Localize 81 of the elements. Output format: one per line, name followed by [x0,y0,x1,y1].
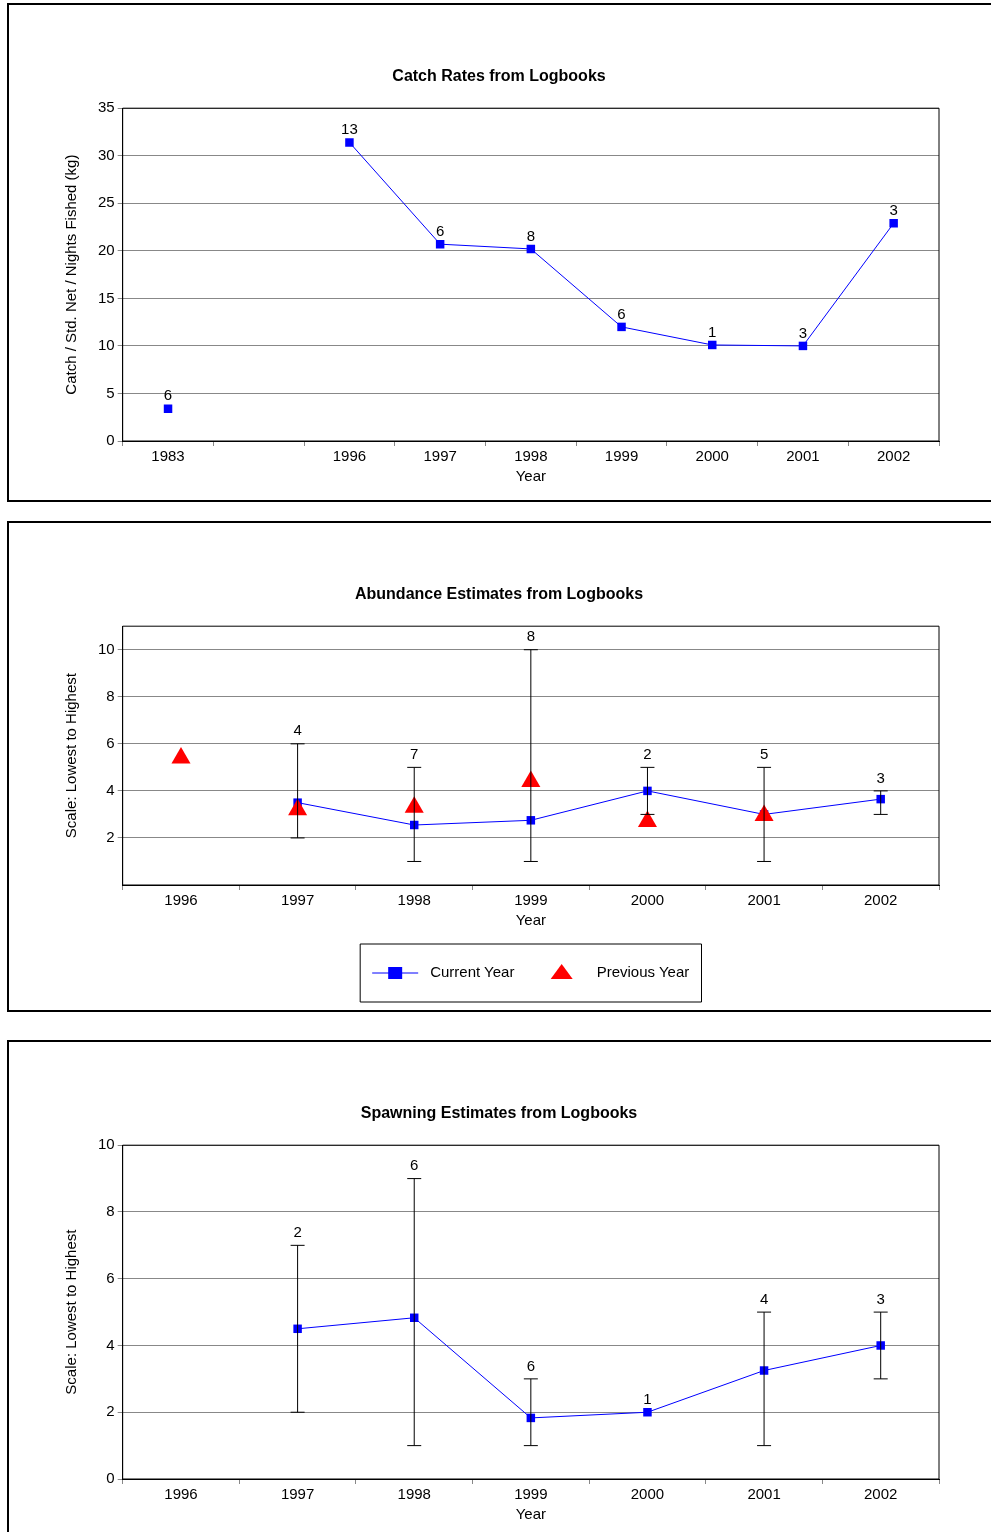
chart-title: Abundance Estimates from Logbooks [354,585,644,603]
x-tick-label: 1996 [332,447,367,465]
annotation: 6 [410,1156,419,1174]
annotation: 7 [410,745,419,762]
x-tick-label: 2000 [630,891,665,909]
y-tick-label: 15 [98,288,115,306]
x-tick-label: 2000 [695,447,729,465]
x-axis-title: Year [515,1505,546,1523]
x-tick-label: 1997 [280,1485,315,1503]
x-tick-label: 1997 [280,891,315,909]
y-tick-label: 35 [98,98,115,116]
x-tick-label: 1998 [397,891,431,909]
x-tick-label: 2001 [747,891,781,909]
point [643,1408,652,1417]
point [288,798,308,816]
annotation: 3 [889,200,898,218]
x-tick-label: 1998 [397,1485,431,1503]
annotation: 3 [876,768,885,786]
point [521,770,541,787]
annotation: 8 [526,226,536,244]
y-tick-label: 20 [98,240,115,258]
annotation: 1 [708,322,717,340]
y-tick-label: 4 [106,781,115,799]
y-tick-label: 0 [106,1469,115,1487]
y-tick-label: 5 [106,383,115,401]
legend-label: Previous Year [596,963,690,981]
x-tick-label: 1999 [514,891,548,909]
annotation: 13 [341,120,358,138]
x-tick-label: 1996 [164,891,198,909]
y-tick-label: 8 [106,686,115,704]
y-tick-label: 2 [106,1402,115,1420]
y-tick-label: 4 [106,1335,115,1353]
x-tick-label: 1996 [164,1485,198,1503]
x-tick-label: 2002 [864,1485,898,1503]
y-axis-title: Catch / Std. Net / Nights Fished (kg) [62,154,80,395]
y-tick-label: 10 [98,336,115,354]
point [163,404,173,413]
x-axis-title: Year [515,911,546,929]
annotation: 2 [293,1222,302,1240]
x-tick-label: 1999 [604,447,639,465]
x-tick-label: 2002 [876,447,911,465]
x-tick-label: 2002 [864,891,898,909]
x-tick-label: 1999 [514,1485,548,1503]
y-tick-label: 25 [98,193,115,211]
annotation: 6 [617,304,626,322]
x-tick-label: 2001 [786,447,820,465]
point [889,219,898,228]
x-tick-label: 1997 [423,447,457,465]
y-tick-label: 10 [98,1135,115,1153]
y-tick-label: 30 [98,145,115,163]
annotation: 5 [759,745,769,762]
x-tick-label: 2000 [630,1485,665,1503]
x-tick-label: 1983 [151,447,185,465]
y-tick-label: 2 [106,828,115,846]
annotation: 6 [526,1356,536,1374]
point [404,796,424,813]
x-tick-label: 2001 [747,1485,781,1503]
y-axis-title: Scale: Lowest to Highest [62,672,80,839]
point [171,746,191,764]
annotation: 3 [798,323,808,341]
annotation: 4 [759,1289,769,1307]
annotation: 8 [526,627,536,645]
y-tick-label: 10 [98,639,115,657]
point [345,138,354,147]
annotation: 6 [163,386,173,404]
annotation: 4 [293,721,302,739]
chart-title: Catch Rates from Logbooks [392,67,606,85]
legend-label: Current Year [430,963,515,981]
annotation: 2 [643,745,652,762]
point [617,322,626,332]
chart-title: Spawning Estimates from Logbooks [360,1104,638,1122]
y-tick-label: 6 [106,1268,115,1286]
annotation: 1 [643,1389,652,1407]
y-tick-label: 0 [106,431,115,449]
x-tick-label: 1998 [514,447,548,465]
annotation: 6 [435,221,445,239]
y-axis-title: Scale: Lowest to Highest [62,1228,80,1395]
x-axis-title: Year [515,467,546,485]
y-tick-label: 8 [106,1202,115,1220]
y-tick-label: 6 [106,733,115,751]
annotation: 3 [876,1289,885,1307]
